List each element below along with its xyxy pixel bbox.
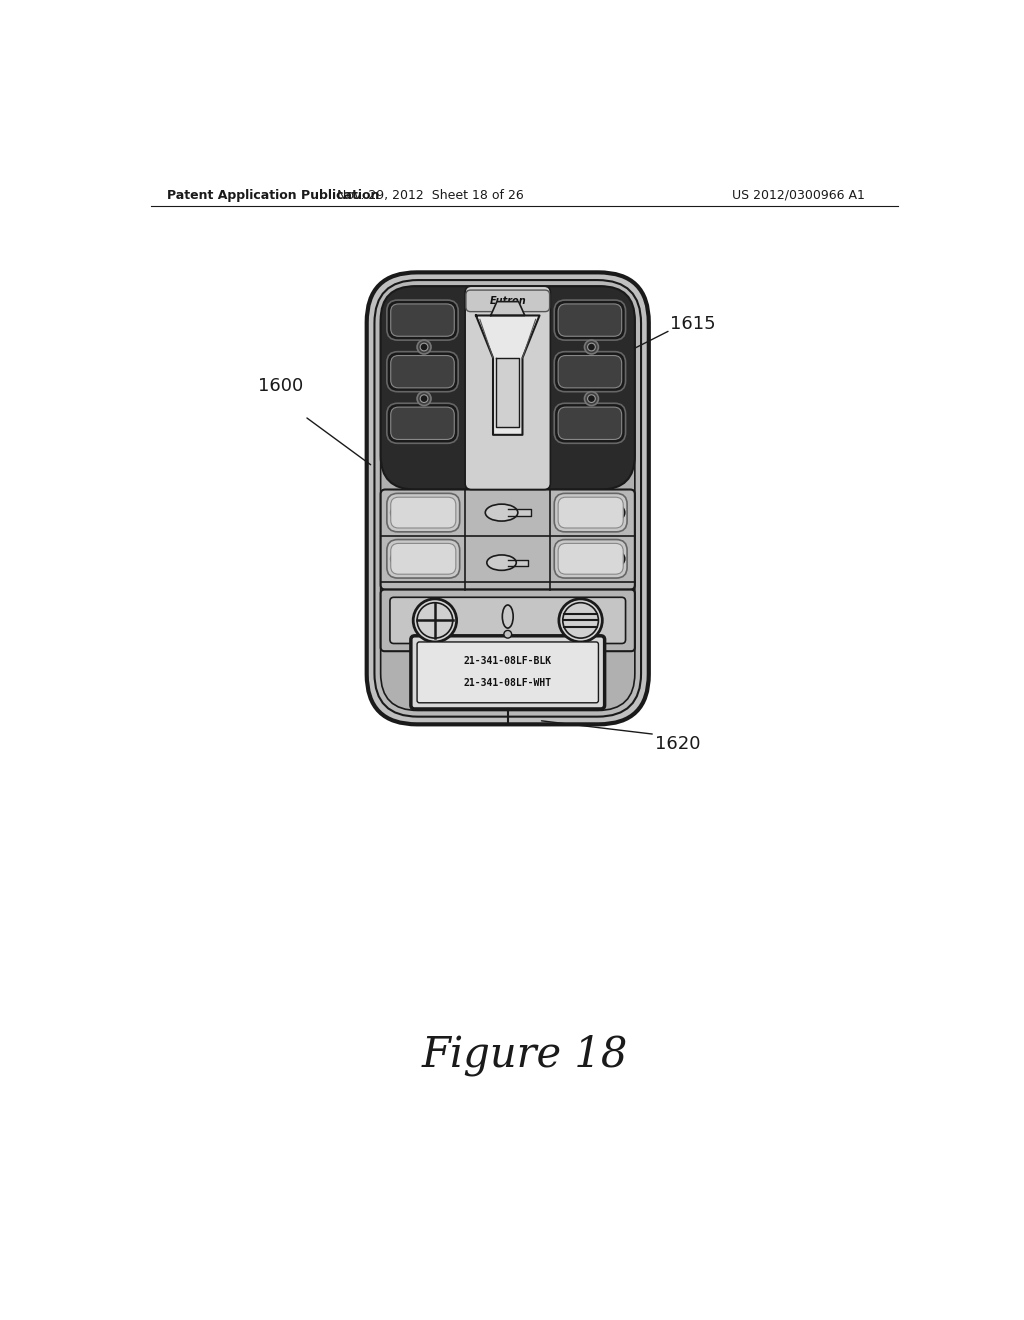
FancyBboxPatch shape — [417, 642, 598, 702]
FancyBboxPatch shape — [390, 597, 626, 644]
FancyBboxPatch shape — [391, 407, 455, 440]
FancyBboxPatch shape — [554, 404, 626, 444]
FancyBboxPatch shape — [465, 286, 550, 490]
Ellipse shape — [486, 554, 516, 570]
Circle shape — [391, 506, 404, 520]
Circle shape — [417, 341, 431, 354]
FancyBboxPatch shape — [554, 540, 627, 578]
FancyBboxPatch shape — [387, 351, 458, 392]
Text: Nov. 29, 2012  Sheet 18 of 26: Nov. 29, 2012 Sheet 18 of 26 — [337, 189, 523, 202]
FancyBboxPatch shape — [558, 355, 622, 388]
FancyBboxPatch shape — [381, 286, 635, 710]
Text: US 2012/0300966 A1: US 2012/0300966 A1 — [732, 189, 865, 202]
Circle shape — [585, 392, 598, 405]
Circle shape — [417, 603, 453, 638]
Circle shape — [588, 343, 595, 351]
FancyBboxPatch shape — [391, 498, 456, 528]
FancyBboxPatch shape — [387, 494, 460, 532]
FancyBboxPatch shape — [554, 494, 627, 532]
Polygon shape — [508, 508, 531, 516]
Polygon shape — [496, 358, 519, 428]
Text: 1615: 1615 — [671, 315, 716, 333]
Text: Figure 18: Figure 18 — [422, 1035, 628, 1076]
FancyBboxPatch shape — [391, 544, 456, 574]
Text: 21-341-08LF-WHT: 21-341-08LF-WHT — [464, 678, 552, 688]
Circle shape — [588, 395, 595, 403]
Polygon shape — [508, 560, 528, 566]
Circle shape — [417, 392, 431, 405]
Circle shape — [420, 395, 428, 403]
Circle shape — [420, 343, 428, 351]
Polygon shape — [476, 315, 540, 434]
FancyBboxPatch shape — [466, 290, 550, 312]
Polygon shape — [569, 548, 591, 566]
Circle shape — [559, 599, 602, 642]
FancyBboxPatch shape — [381, 286, 635, 490]
Circle shape — [585, 341, 598, 354]
Circle shape — [563, 603, 598, 638]
Ellipse shape — [485, 504, 518, 521]
FancyBboxPatch shape — [391, 304, 455, 337]
FancyBboxPatch shape — [367, 272, 649, 725]
FancyBboxPatch shape — [387, 300, 458, 341]
Text: 1600: 1600 — [258, 376, 303, 395]
FancyBboxPatch shape — [554, 300, 626, 341]
Text: Eutron: Eutron — [489, 296, 526, 306]
FancyBboxPatch shape — [391, 355, 455, 388]
FancyBboxPatch shape — [387, 404, 458, 444]
Polygon shape — [490, 302, 524, 315]
FancyBboxPatch shape — [554, 351, 626, 392]
FancyBboxPatch shape — [387, 540, 460, 578]
Circle shape — [414, 599, 457, 642]
Circle shape — [391, 552, 404, 566]
FancyBboxPatch shape — [381, 590, 635, 651]
Circle shape — [504, 631, 512, 638]
FancyBboxPatch shape — [558, 407, 622, 440]
Text: Patent Application Publication: Patent Application Publication — [167, 189, 379, 202]
FancyBboxPatch shape — [558, 498, 624, 528]
FancyBboxPatch shape — [558, 304, 622, 337]
FancyBboxPatch shape — [381, 490, 635, 590]
Ellipse shape — [503, 605, 513, 628]
Text: 21-341-08LF-BLK: 21-341-08LF-BLK — [464, 656, 552, 667]
FancyBboxPatch shape — [375, 280, 641, 717]
Text: 1620: 1620 — [655, 735, 700, 752]
FancyBboxPatch shape — [411, 636, 604, 709]
Circle shape — [611, 552, 625, 566]
FancyBboxPatch shape — [558, 544, 624, 574]
Circle shape — [611, 506, 625, 520]
